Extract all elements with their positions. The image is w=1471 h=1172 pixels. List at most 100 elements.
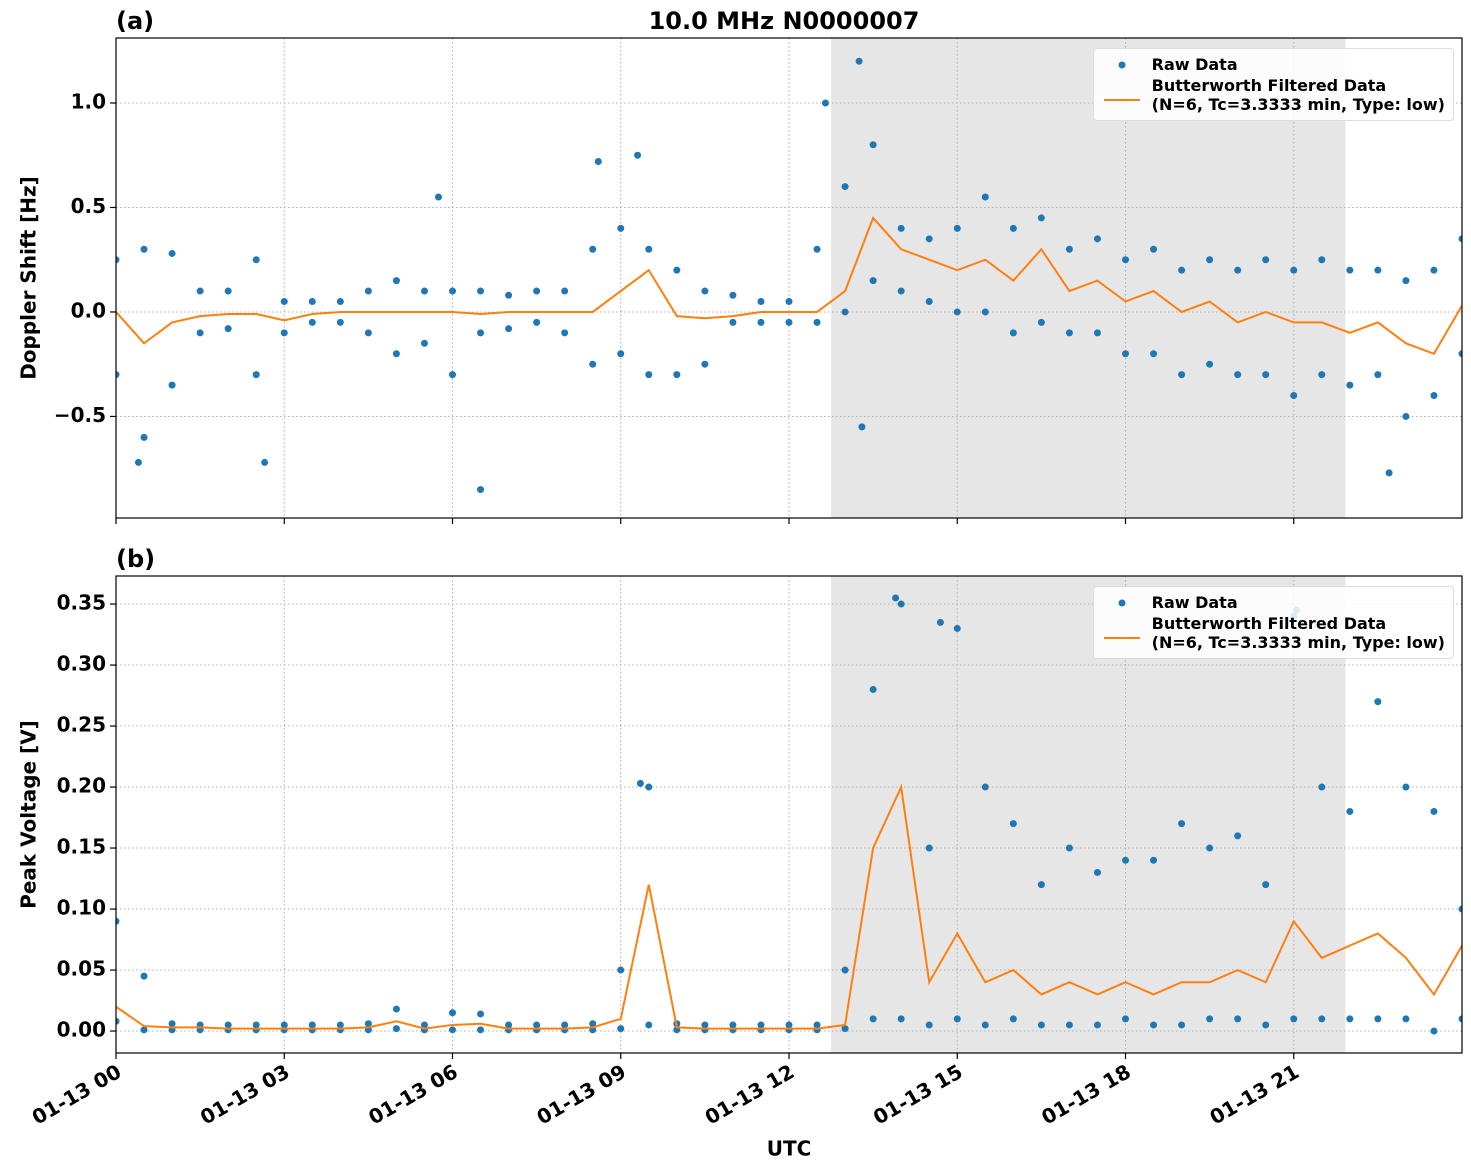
raw-point [1037,881,1045,889]
raw-point [1206,1015,1214,1023]
raw-point [1458,235,1462,243]
y-axis-label: Peak Voltage [V] [17,720,41,909]
x-tick-label: 01-13 18 [1037,1059,1135,1129]
legend-swatch [1118,599,1126,607]
raw-point [140,245,148,253]
raw-point [561,287,569,295]
raw-point [1262,256,1270,264]
raw-point [1178,1021,1186,1029]
legend: Raw Data Butterworth Filtered Data (N=6, … [1092,48,1454,121]
raw-point [1262,1021,1270,1029]
raw-point [729,291,737,299]
raw-point [589,360,597,368]
raw-point [1037,1021,1045,1029]
raw-point [617,224,625,232]
raw-point [224,287,232,295]
raw-point [224,1026,232,1034]
raw-point [1093,868,1101,876]
raw-point [1374,698,1382,706]
axes-frame [115,575,1463,1054]
raw-point [308,1026,316,1034]
raw-point [1290,392,1298,400]
raw-point [336,1021,344,1029]
raw-point [981,1021,989,1029]
raw-point [645,371,653,379]
raw-point [336,1026,344,1034]
raw-point [813,318,821,326]
plot-area [116,57,1462,494]
raw-point [925,298,933,306]
raw-point [280,1021,288,1029]
raw-point [134,458,142,466]
raw-point [280,329,288,337]
raw-point [869,1015,877,1023]
raw-point [533,1021,541,1029]
raw-point [953,624,961,632]
raw-point [449,371,456,379]
raw-point [449,287,456,295]
raw-point [261,458,269,466]
raw-point [645,1021,653,1029]
raw-point [140,1026,148,1034]
raw-point [434,193,442,201]
raw-point [252,1026,260,1034]
raw-point [897,1015,905,1023]
raw-point [252,1021,260,1029]
raw-point [1458,1015,1462,1023]
raw-point [617,966,625,974]
raw-point [1009,329,1017,337]
raw-point [1458,905,1462,913]
raw-point [953,308,961,316]
raw-point [785,298,793,306]
raw-point [1430,1027,1438,1035]
raw-point [336,318,344,326]
legend-label: Raw Data [1151,593,1238,612]
raw-point [168,381,176,389]
raw-point [729,1026,737,1034]
raw-point [561,329,569,337]
raw-point [477,287,485,295]
raw-point [841,183,849,191]
raw-point [785,1021,793,1029]
raw-point [224,325,232,333]
raw-point [280,1026,288,1034]
raw-point [1009,1015,1017,1023]
legend-swatch [1103,99,1140,101]
raw-point [594,158,602,166]
raw-point [1150,856,1158,864]
raw-point [701,1021,709,1029]
raw-point [505,291,513,299]
panel-label: (b) [116,545,155,573]
raw-point [1346,807,1354,815]
raw-point [392,1025,400,1033]
raw-point [869,277,877,285]
raw-point [364,329,372,337]
x-tick-label: 01-13 12 [701,1059,799,1129]
raw-point [1430,807,1438,815]
raw-point [1402,412,1410,420]
legend-dot [1118,61,1126,69]
raw-point [1065,1021,1073,1029]
raw-point [1122,856,1129,864]
raw-point [392,1005,400,1013]
raw-point [925,235,933,243]
raw-point [477,486,485,494]
raw-point [645,245,653,253]
raw-point [757,1026,765,1034]
raw-point [1234,832,1242,840]
legend-entry: Raw Data [1102,593,1445,612]
raw-point [897,224,905,232]
legend-dot [1118,599,1126,607]
raw-point [645,783,653,791]
raw-point [1065,844,1073,852]
raw-point [1234,266,1242,274]
raw-point [841,1025,849,1033]
raw-point [1346,381,1354,389]
y-tick-label: 0.20 [57,774,106,798]
raw-point [1093,329,1101,337]
raw-point [953,1015,961,1023]
raw-point [617,1025,625,1033]
raw-point [1178,371,1186,379]
plot-area [116,594,1462,1035]
legend-swatch [1103,637,1140,639]
